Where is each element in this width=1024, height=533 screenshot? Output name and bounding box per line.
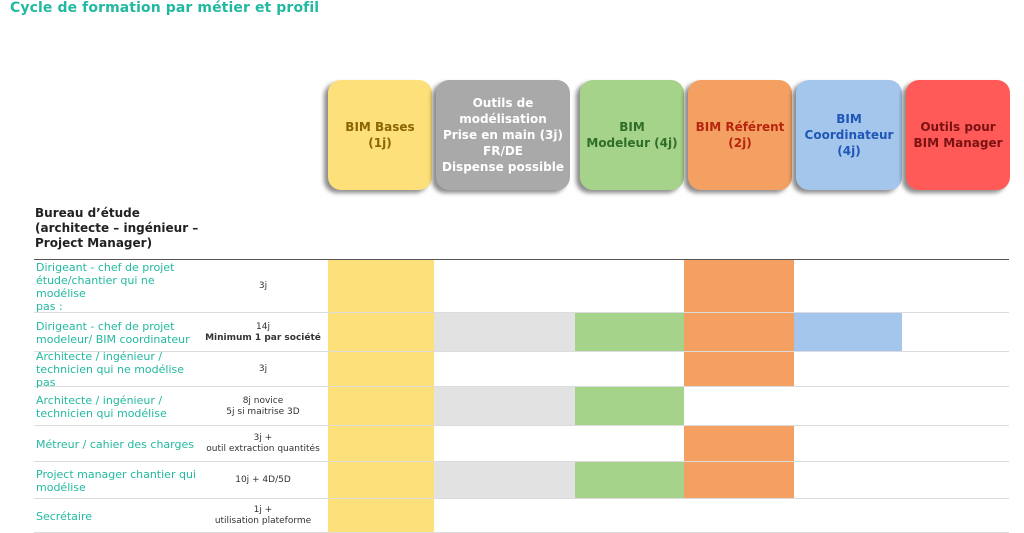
module-cell: [434, 387, 575, 426]
duration-note: outil extraction quantités: [206, 444, 320, 454]
module-outils-bim-manager: Outils pour BIM Manager: [906, 80, 1010, 190]
module-cell: [575, 387, 684, 426]
row-duration: 14j Minimum 1 par société: [200, 313, 326, 352]
table-row: Project manager chantier qui modélise 10j…: [34, 462, 1009, 499]
divider: [34, 259, 1009, 260]
module-label: BIM Bases (1j): [345, 120, 415, 150]
row-divider: [34, 498, 1009, 499]
module-cell: [684, 260, 794, 313]
module-bim-modeleur: BIM Modeleur (4j): [580, 80, 684, 190]
module-cell: [684, 352, 794, 387]
duration-value: 3j: [258, 281, 268, 291]
row-label: Dirigeant - chef de projet modeleur/ BIM…: [36, 319, 190, 346]
row-duration: 3j: [200, 260, 326, 313]
module-cell: [434, 313, 575, 352]
row-divider: [34, 312, 1009, 313]
row-label: Project manager chantier qui modélise: [36, 467, 196, 494]
module-cell: [575, 462, 684, 499]
module-cell: [434, 462, 575, 499]
duration-value: 10j + 4D/5D: [235, 475, 291, 485]
row-duration: 8j novice 5j si maitrise 3D: [200, 387, 326, 426]
duration-value: 14j: [256, 321, 270, 332]
row-duration: 3j: [200, 352, 326, 387]
duration-value: 3j: [258, 364, 268, 374]
row-divider: [34, 461, 1009, 462]
module-outils-modelisation: Outils de modélisation Prise en main (3j…: [436, 80, 570, 190]
table-row: Secrétaire 1j + utilisation plateforme: [34, 499, 1009, 533]
row-label: Secrétaire: [36, 509, 93, 523]
module-cell: [328, 499, 434, 533]
group-heading: Bureau d’étude (architecte – ingénieur –…: [35, 206, 199, 250]
module-label: Outils de modélisation Prise en main (3j…: [441, 96, 565, 174]
table-row: Architecte / ingénieur / technicien qui …: [34, 350, 1009, 389]
module-cell: [328, 462, 434, 499]
row-label: Architecte / ingénieur / technicien qui …: [36, 350, 185, 389]
duration-note: Minimum 1 par société: [205, 332, 321, 343]
table-row: Architecte / ingénieur / technicien qui …: [34, 387, 1009, 426]
module-label: Outils pour BIM Manager: [913, 120, 1003, 150]
module-label: BIM Coordinateur (4j): [804, 112, 894, 158]
module-cell: [684, 426, 794, 462]
page-title: Cycle de formation par métier et profil: [10, 0, 320, 16]
table-row: Dirigeant - chef de projet étude/chantie…: [34, 260, 1009, 313]
module-cell: [684, 313, 794, 352]
duration-value: 1j +: [253, 505, 273, 515]
row-duration: 3j + outil extraction quantités: [200, 426, 326, 462]
module-cell: [684, 462, 794, 499]
module-cell: [575, 313, 684, 352]
table-row: Dirigeant - chef de projet modeleur/ BIM…: [34, 313, 1009, 352]
table-row: Métreur / cahier des charges 3j + outil ex…: [34, 426, 1009, 462]
row-duration: 1j + utilisation plateforme: [200, 499, 326, 533]
row-label: Métreur / cahier des charges: [36, 437, 194, 451]
row-divider: [34, 425, 1009, 426]
module-cell: [794, 313, 902, 352]
module-cell: [328, 387, 434, 426]
module-label: BIM Référent (2j): [695, 120, 785, 150]
module-label: BIM Modeleur (4j): [586, 120, 678, 150]
row-divider: [34, 386, 1009, 387]
row-label: Dirigeant - chef de projet étude/chantie…: [36, 260, 175, 313]
module-bim-bases: BIM Bases (1j): [328, 80, 432, 190]
duration-note: 5j si maitrise 3D: [226, 406, 300, 417]
module-cell: [328, 352, 434, 387]
duration-value: 3j +: [253, 433, 273, 443]
row-duration: 10j + 4D/5D: [200, 462, 326, 499]
module-cell: [328, 313, 434, 352]
duration-value: 8j novice: [242, 395, 284, 406]
row-divider: [34, 351, 1009, 352]
duration-note: utilisation plateforme: [214, 516, 312, 526]
module-cell: [328, 426, 434, 462]
row-label: Architecte / ingénieur / technicien qui …: [36, 393, 167, 420]
module-bim-referent: BIM Référent (2j): [688, 80, 792, 190]
module-cell: [328, 260, 434, 313]
module-header: BIM Bases (1j) Outils de modélisation Pr…: [328, 80, 1012, 192]
module-bim-coordinateur: BIM Coordinateur (4j): [796, 80, 902, 190]
